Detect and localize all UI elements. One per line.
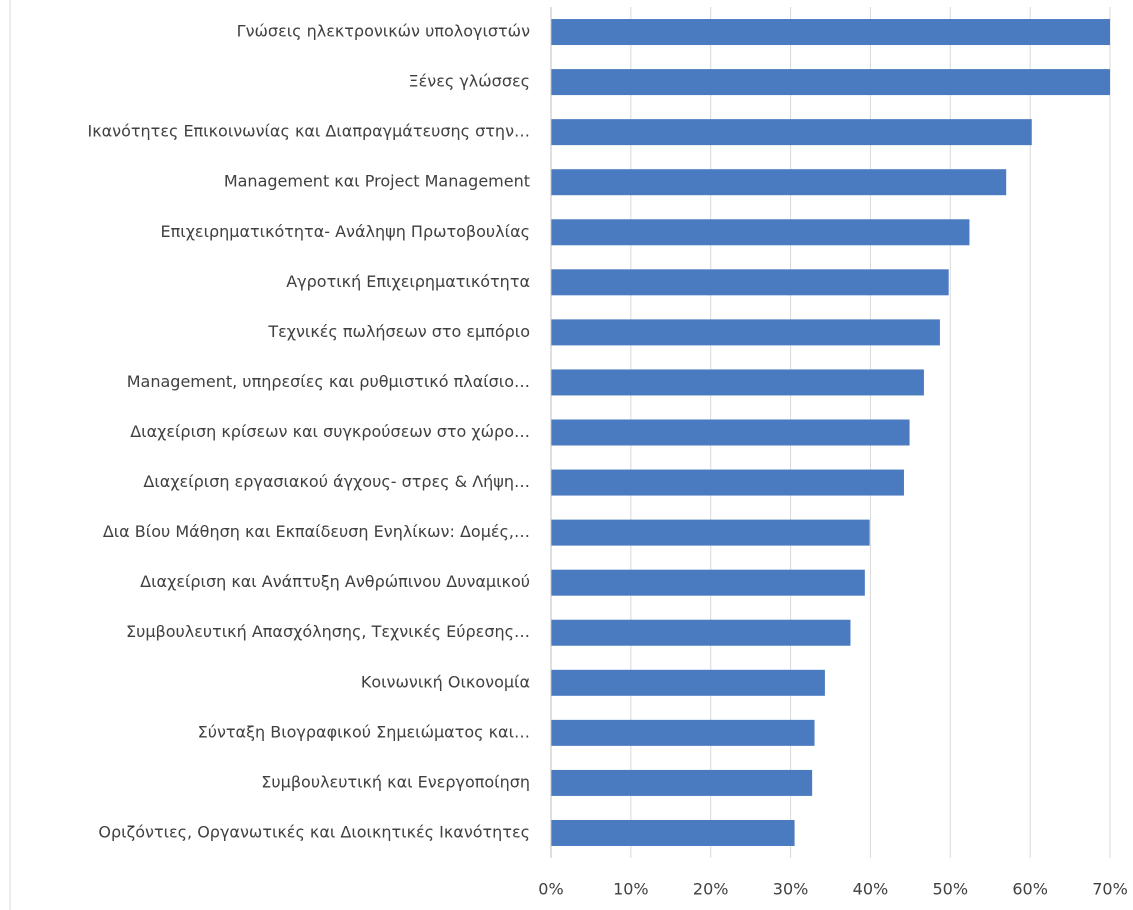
x-tick-label: 60% <box>1012 880 1048 899</box>
y-tick-label: Τεχνικές πωλήσεων στο εμπόριο <box>267 322 530 341</box>
y-tick-label: Επιχειρηματικότητα- Ανάληψη Πρωτοβουλίας <box>161 222 530 241</box>
y-tick-label: Συμβουλευτική και Ενεργοποίηση <box>261 772 530 791</box>
x-tick-label: 0% <box>538 880 563 899</box>
x-tick-label: 10% <box>613 880 649 899</box>
bar <box>551 269 949 296</box>
y-tick-label: Σύνταξη Βιογραφικού Σημειώματος και… <box>198 722 530 741</box>
x-tick-label: 70% <box>1092 880 1128 899</box>
y-tick-label: Ξένες γλώσσες <box>409 72 530 91</box>
y-tick-label: Συμβουλευτική Απασχόλησης, Τεχνικές Εύρε… <box>126 622 530 641</box>
bar <box>551 319 940 346</box>
y-tick-label: Management, υπηρεσίες και ρυθμιστικό πλα… <box>127 372 530 391</box>
y-tick-label: Αγροτική Επιχειρηματικότητα <box>286 272 530 291</box>
bar <box>551 19 1110 46</box>
bar <box>551 769 813 796</box>
y-tick-label: Διαχείριση εργασιακού άγχους- στρες & Λή… <box>143 472 530 491</box>
bar <box>551 619 851 646</box>
bar <box>551 819 795 846</box>
bar <box>551 219 970 246</box>
bar <box>551 119 1032 146</box>
bar <box>551 169 1007 196</box>
y-tick-label: Διαχείριση και Ανάπτυξη Ανθρώπινου Δυναμ… <box>140 572 530 591</box>
x-tick-label: 40% <box>853 880 889 899</box>
bar <box>551 69 1110 96</box>
x-tick-label: 30% <box>773 880 809 899</box>
bar <box>551 669 825 696</box>
bar <box>551 419 910 446</box>
bar <box>551 469 904 496</box>
bar <box>551 569 865 596</box>
y-tick-label: Ικανότητες Επικοινωνίας και Διαπραγμάτευ… <box>87 122 530 141</box>
y-tick-label: Οριζόντιες, Οργανωτικές και Διοικητικές … <box>98 822 530 841</box>
bar <box>551 719 815 746</box>
x-tick-label: 20% <box>693 880 729 899</box>
bar <box>551 519 870 546</box>
y-tick-label: Κοινωνική Οικονομία <box>361 672 530 691</box>
y-tick-label: Διαχείριση κρίσεων και συγκρούσεων στο χ… <box>130 422 530 441</box>
y-tick-label: Management και Project Management <box>224 172 530 191</box>
y-tick-label: Γνώσεις ηλεκτρονικών υπολογιστών <box>237 22 530 41</box>
x-tick-label: 50% <box>933 880 969 899</box>
y-tick-label: Δια Βίου Μάθηση και Εκπαίδευση Ενηλίκων:… <box>103 522 530 541</box>
bar <box>551 369 924 396</box>
